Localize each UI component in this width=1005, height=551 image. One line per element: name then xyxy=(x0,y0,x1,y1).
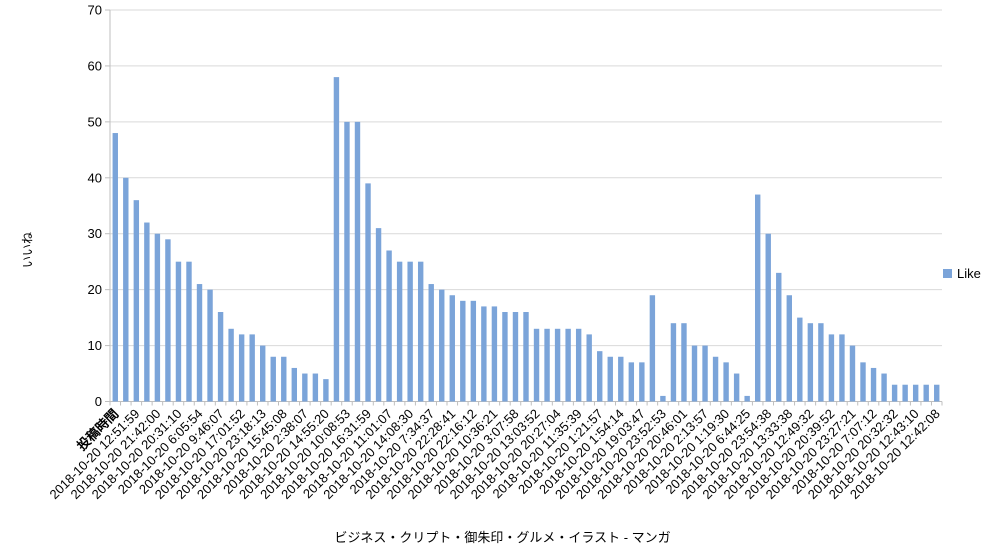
bar xyxy=(828,334,835,402)
bar xyxy=(196,284,203,402)
x-axis-caption: ビジネス・クリプト・御朱印・グルメ・イラスト - マンガ xyxy=(334,530,671,545)
bar xyxy=(291,367,297,402)
bar xyxy=(586,334,592,402)
bar xyxy=(270,356,276,402)
bar xyxy=(460,300,466,402)
bar xyxy=(660,395,666,402)
bar xyxy=(365,183,371,402)
bar xyxy=(723,362,729,402)
bar xyxy=(860,362,866,402)
bar xyxy=(491,306,498,402)
y-tick-label: 50 xyxy=(88,114,102,129)
bar xyxy=(744,395,750,402)
legend-label: Like xyxy=(957,266,981,281)
bar xyxy=(733,373,740,402)
y-tick-label: 70 xyxy=(88,3,102,18)
bar xyxy=(712,356,719,402)
bar xyxy=(670,323,677,402)
bar xyxy=(144,222,150,402)
bar xyxy=(449,295,455,402)
y-tick-label: 0 xyxy=(95,394,102,409)
bar xyxy=(628,362,635,402)
bar xyxy=(333,77,340,402)
y-tick-label: 20 xyxy=(88,282,102,297)
bar xyxy=(870,367,877,402)
bar xyxy=(544,328,550,402)
bar xyxy=(302,373,308,402)
bar xyxy=(249,334,255,402)
bar xyxy=(354,121,361,402)
bar xyxy=(154,233,161,402)
bar xyxy=(238,334,245,402)
bar xyxy=(207,289,213,402)
bar xyxy=(902,384,908,402)
bar xyxy=(439,289,445,402)
bar xyxy=(776,272,782,402)
y-tick-label: 10 xyxy=(88,338,102,353)
bar xyxy=(554,328,561,402)
bar xyxy=(470,300,477,402)
bar xyxy=(891,384,898,402)
bar xyxy=(934,384,940,402)
y-tick-label: 30 xyxy=(88,226,102,241)
y-axis-title: いいね xyxy=(20,231,35,269)
y-tick-label: 60 xyxy=(88,58,102,73)
bar xyxy=(923,384,929,402)
bar xyxy=(386,250,392,402)
bar xyxy=(839,334,845,402)
bar xyxy=(523,312,529,402)
bar xyxy=(807,323,814,402)
bar xyxy=(881,373,887,402)
bar xyxy=(123,177,129,402)
bar xyxy=(228,328,234,402)
bar xyxy=(165,239,171,402)
bar xyxy=(681,323,687,402)
bar xyxy=(797,317,803,402)
bar xyxy=(818,323,824,402)
bar xyxy=(702,345,708,402)
bar xyxy=(417,261,424,402)
legend: Like xyxy=(943,266,981,281)
bar xyxy=(502,312,508,402)
bar xyxy=(375,228,382,402)
bar xyxy=(607,356,613,402)
bar xyxy=(281,356,287,402)
bar xyxy=(344,121,350,402)
bar xyxy=(755,194,761,402)
bar xyxy=(849,345,856,402)
bar xyxy=(175,261,182,402)
bar xyxy=(765,233,771,402)
bar xyxy=(575,328,582,402)
bar xyxy=(649,295,656,402)
bar xyxy=(691,345,698,402)
bar xyxy=(323,379,329,402)
bar xyxy=(217,312,224,402)
bar xyxy=(133,200,140,402)
bar xyxy=(396,261,403,402)
bar xyxy=(618,356,624,402)
bar xyxy=(786,295,792,402)
bar xyxy=(533,328,540,402)
bar xyxy=(428,284,434,402)
y-tick-label: 40 xyxy=(88,170,102,185)
bar xyxy=(260,345,266,402)
bar xyxy=(597,351,603,402)
bar xyxy=(565,328,571,402)
bar xyxy=(639,362,645,402)
bar xyxy=(186,261,192,402)
bar xyxy=(112,133,118,402)
bar xyxy=(912,384,919,402)
bar xyxy=(312,373,319,402)
bar xyxy=(512,312,519,402)
bar xyxy=(407,261,413,402)
bar xyxy=(481,306,487,402)
legend-swatch-icon xyxy=(943,269,952,278)
